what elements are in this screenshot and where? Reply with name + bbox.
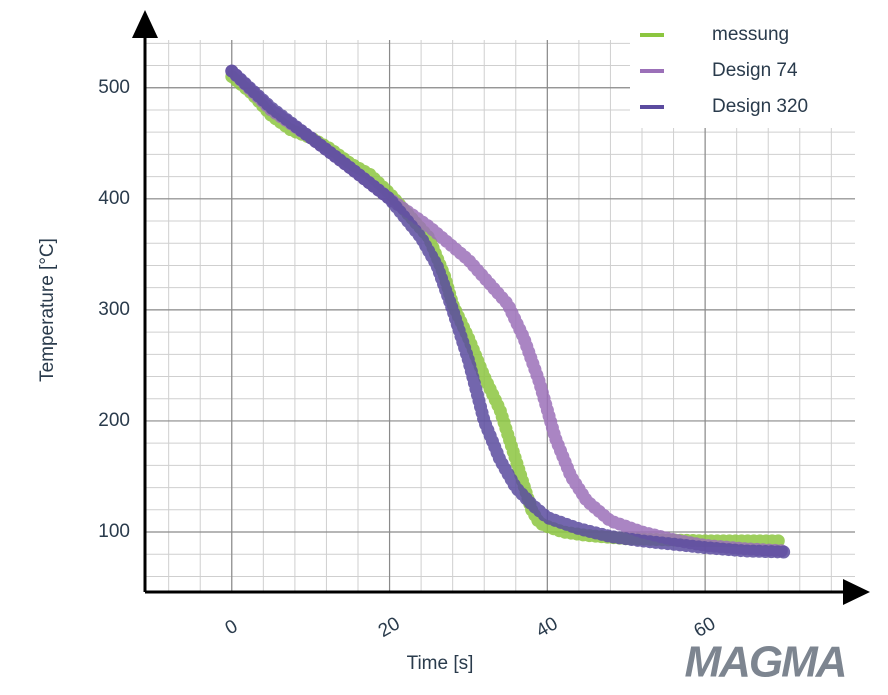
logo: MAGMA [684,638,845,687]
legend-label: messung [712,24,789,45]
data-line [225,64,791,559]
x-axis-label: Time [s] [407,653,474,674]
y-axis-arrow [132,10,158,38]
y-tick-label: 100 [98,521,130,542]
y-tick-label: 400 [98,188,130,209]
y-tick-label: 200 [98,410,130,431]
y-tick-label: 500 [98,77,130,98]
x-tick-label: 40 [533,613,562,642]
x-axis-arrow [843,579,870,605]
legend-background [630,18,860,128]
x-tick-label: 0 [222,616,242,639]
y-axis-label: Temperature [°C] [37,238,58,382]
legend-label: Design 320 [712,96,808,117]
y-tick-label: 300 [98,299,130,320]
x-tick-label: 20 [375,613,404,642]
legend-label: Design 74 [712,60,798,81]
